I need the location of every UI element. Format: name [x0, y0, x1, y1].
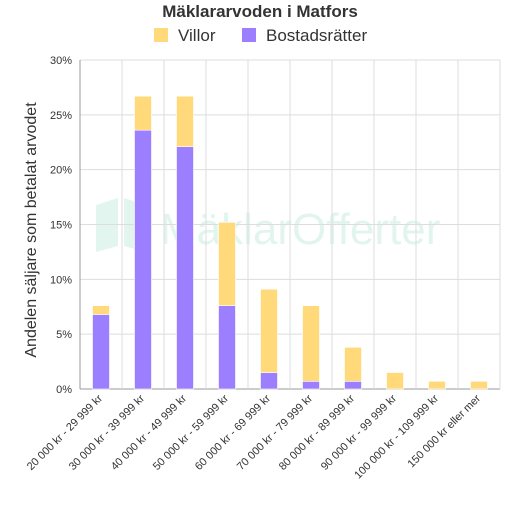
- bar-segment[interactable]: [92, 305, 110, 315]
- bars: [92, 95, 488, 390]
- legend-label-villor: Villor: [178, 26, 216, 45]
- bar-segment[interactable]: [302, 381, 320, 390]
- x-tick-label: 70 000 kr - 79 999 kr: [235, 392, 315, 472]
- bar-segment[interactable]: [344, 381, 362, 390]
- bar-segment[interactable]: [344, 347, 362, 382]
- legend-swatch-villor: [154, 28, 168, 42]
- watermark-logo-icon: [96, 198, 146, 252]
- x-tick-label: 80 000 kr - 89 999 kr: [277, 392, 357, 472]
- x-tick-label: 90 000 kr - 99 999 kr: [319, 392, 399, 472]
- legend: Villor Bostadsrätter: [154, 26, 367, 45]
- bar-segment[interactable]: [176, 146, 194, 390]
- bar-segment[interactable]: [218, 222, 236, 306]
- bar-segment[interactable]: [134, 129, 152, 390]
- watermark: MäklarOfferter: [96, 198, 440, 254]
- y-tick-label: 10%: [50, 274, 72, 286]
- bar-segment[interactable]: [260, 288, 278, 373]
- y-axis-ticks: 0% 5% 10% 15% 20% 25% 30%: [50, 55, 72, 396]
- bar-segment[interactable]: [92, 314, 110, 390]
- x-tick-label: 60 000 kr - 69 999 kr: [193, 392, 273, 472]
- x-tick-label: 40 000 kr - 49 999 kr: [109, 392, 189, 472]
- bar-segment[interactable]: [302, 305, 320, 382]
- legend-label-bostadsratter: Bostadsrätter: [266, 26, 367, 45]
- chart-title: Mäklararvoden i Matfors: [162, 2, 358, 21]
- legend-swatch-bostadsratter: [242, 28, 256, 42]
- y-tick-label: 5%: [56, 329, 72, 341]
- y-axis-label: Andelen säljare som betalat arvodet: [23, 102, 40, 358]
- x-tick-label: 50 000 kr - 59 999 kr: [151, 392, 231, 472]
- bar-segment[interactable]: [470, 381, 488, 390]
- x-tick-label: 100 000 kr - 109 999 kr: [352, 392, 441, 481]
- y-tick-label: 20%: [50, 165, 72, 177]
- y-tick-label: 0%: [56, 384, 72, 396]
- y-tick-label: 25%: [50, 110, 72, 122]
- legend-item-villor[interactable]: Villor: [154, 26, 216, 45]
- bar-segment[interactable]: [428, 381, 446, 390]
- bar-segment[interactable]: [176, 95, 194, 147]
- x-tick-label: 20 000 kr - 29 999 kr: [25, 392, 105, 472]
- bar-segment[interactable]: [218, 305, 236, 390]
- legend-item-bostadsratter[interactable]: Bostadsrätter: [242, 26, 367, 45]
- bar-segment[interactable]: [134, 95, 152, 131]
- bar-segment[interactable]: [260, 372, 278, 390]
- watermark-text: MäklarOfferter: [160, 205, 440, 254]
- y-tick-label: 30%: [50, 55, 72, 67]
- y-tick-label: 15%: [50, 220, 72, 232]
- x-tick-label: 30 000 kr - 39 999 kr: [67, 392, 147, 472]
- x-tick-label: 150 000 kr eller mer: [405, 392, 483, 470]
- bar-segment[interactable]: [386, 372, 404, 390]
